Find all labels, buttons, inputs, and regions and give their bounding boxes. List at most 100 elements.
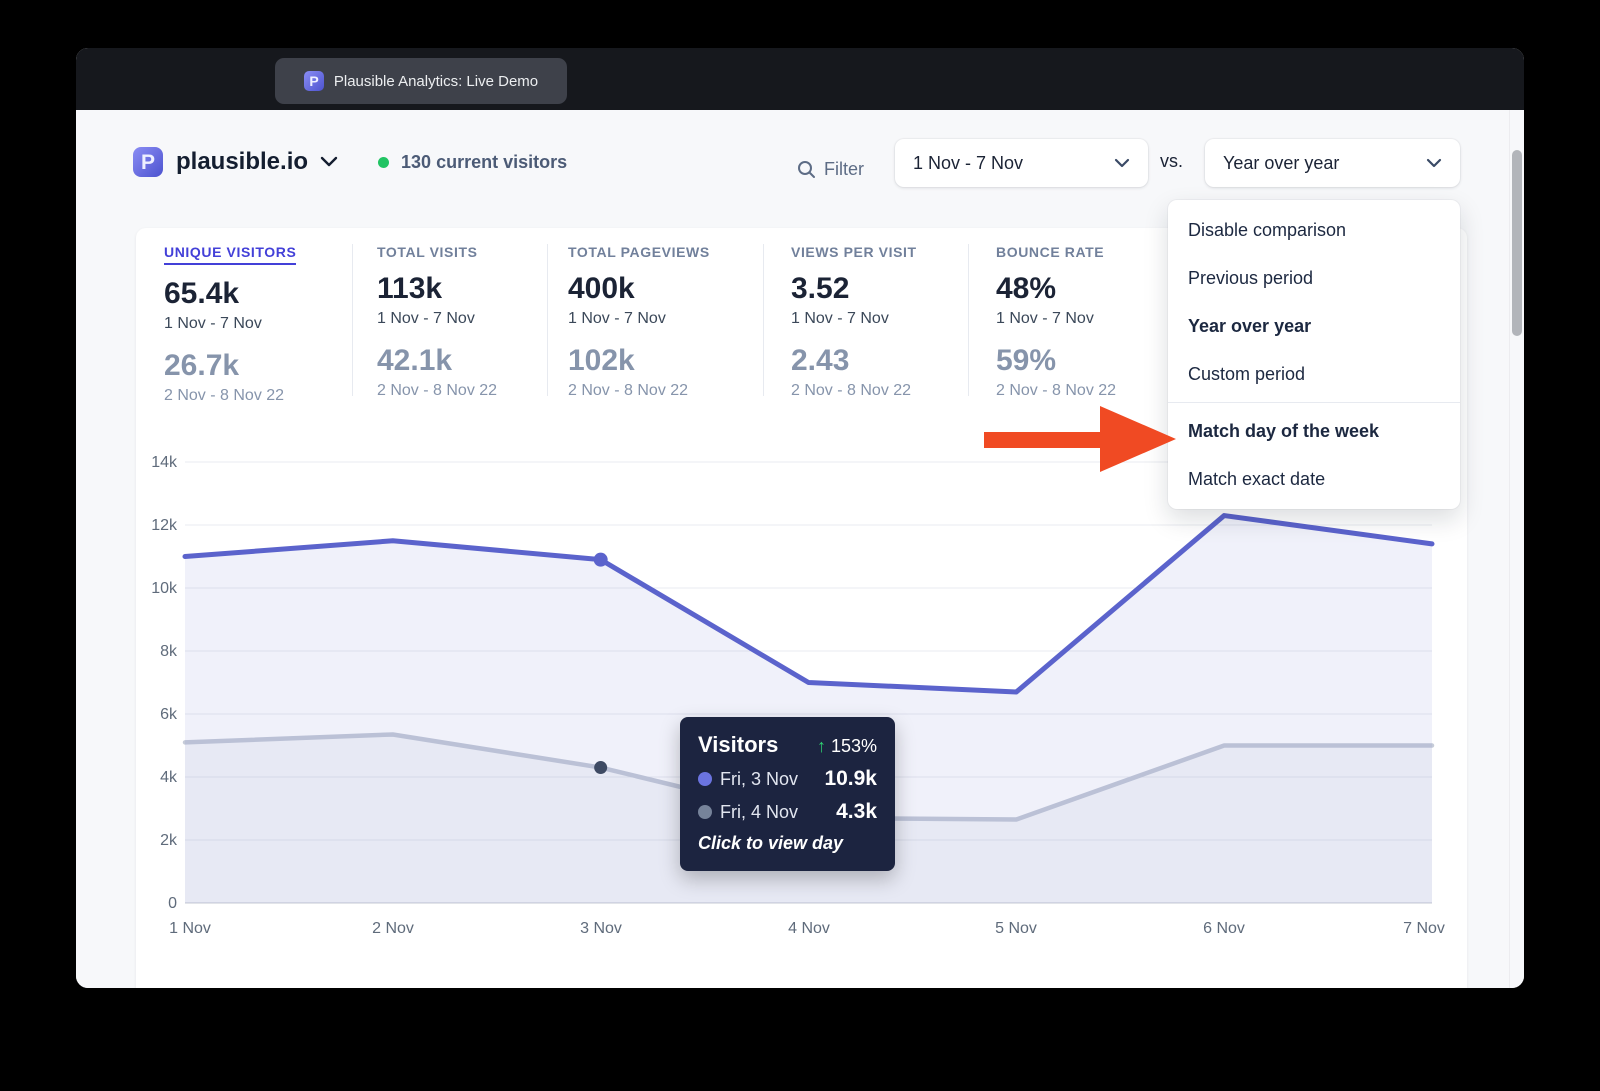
svg-text:P: P	[141, 151, 155, 174]
svg-text:2 Nov: 2 Nov	[372, 920, 414, 937]
stat-value: 65.4k	[164, 277, 240, 310]
svg-text:4 Nov: 4 Nov	[788, 920, 830, 937]
comparison-value: Year over year	[1223, 152, 1340, 173]
titlebar: P Plausible Analytics: Live Demo	[76, 48, 1524, 135]
stat-comparison-period: 2 Nov - 8 Nov 22	[164, 387, 285, 404]
online-status-dot	[378, 156, 390, 168]
stat-period: 1 Nov - 7 Nov	[996, 310, 1094, 327]
tooltip-footer: Click to view day	[698, 833, 844, 853]
svg-text:6 Nov: 6 Nov	[1203, 920, 1245, 937]
plausible-logo-icon: P	[133, 147, 163, 177]
stat-label[interactable]: TOTAL VISITS	[377, 244, 478, 260]
filter-button[interactable]: Filter	[797, 151, 864, 187]
stat-comparison-value: 2.43	[791, 344, 850, 377]
stat-comparison-period: 2 Nov - 8 Nov 22	[996, 382, 1117, 399]
stat-total-pageviews[interactable]: TOTAL PAGEVIEWS 400k 1 Nov - 7 Nov 102k …	[568, 244, 710, 400]
date-range-value: 1 Nov - 7 Nov	[913, 152, 1024, 173]
stat-unique-visitors[interactable]: UNIQUE VISITORS 65.4k 1 Nov - 7 Nov 26.7…	[164, 244, 297, 405]
stat-divider	[352, 244, 353, 396]
stat-comparison-period: 2 Nov - 8 Nov 22	[791, 382, 912, 399]
stat-label[interactable]: VIEWS PER VISIT	[791, 244, 917, 260]
stat-period: 1 Nov - 7 Nov	[791, 310, 889, 327]
tab-title: Plausible Analytics: Live Demo	[333, 72, 539, 90]
browser-window: P Plausible Analytics: Live Demo P plaus…	[76, 48, 1524, 988]
tooltip-row: Fri, 4 Nov 4.3k	[698, 800, 877, 824]
menu-item-match-exact-date[interactable]: Match exact date	[1188, 469, 1326, 489]
date-range-picker[interactable]: 1 Nov - 7 Nov	[895, 139, 1148, 187]
menu-item-year-over-year[interactable]: Year over year	[1188, 316, 1312, 336]
search-icon	[798, 160, 815, 178]
primary-series-point[interactable]	[593, 552, 608, 567]
stat-comparison-period: 2 Nov - 8 Nov 22	[568, 382, 689, 399]
plausible-logo-icon: P	[303, 71, 324, 91]
tooltip-change: 153%	[830, 736, 877, 756]
stat-total-visits[interactable]: TOTAL VISITS 113k 1 Nov - 7 Nov 42.1k 2 …	[377, 244, 497, 400]
chevron-down-icon	[1114, 158, 1130, 168]
comparison-series-dot-icon	[698, 805, 712, 819]
stat-bounce-rate[interactable]: BOUNCE RATE 48% 1 Nov - 7 Nov 59% 2 Nov …	[996, 244, 1116, 400]
stat-value: 400k	[568, 272, 635, 305]
stat-divider	[968, 244, 969, 396]
svg-text:1 Nov: 1 Nov	[169, 920, 211, 937]
menu-item-disable-comparison[interactable]: Disable comparison	[1188, 220, 1347, 240]
comparison-picker[interactable]: Year over year	[1205, 139, 1460, 187]
chart-tooltip: Visitors ↑ 153% Fri, 3 Nov 10.9k Fri, 4 …	[680, 717, 895, 871]
stat-divider	[547, 244, 548, 396]
svg-text:14k: 14k	[151, 454, 178, 471]
primary-series-dot-icon	[698, 772, 712, 786]
primary-series-line[interactable]	[182, 513, 1435, 695]
tooltip-row: Fri, 3 Nov 10.9k	[698, 767, 877, 791]
comparison-series-point[interactable]	[594, 761, 608, 775]
red-annotation-arrow-icon	[984, 406, 1176, 472]
svg-text:6k: 6k	[160, 706, 178, 723]
svg-text:2k: 2k	[160, 832, 178, 849]
up-arrow-icon: ↑	[816, 736, 826, 756]
scrollbar-thumb[interactable]	[1512, 150, 1522, 336]
svg-text:3 Nov: 3 Nov	[580, 920, 622, 937]
stat-label[interactable]: BOUNCE RATE	[996, 244, 1105, 260]
current-visitors[interactable]: 130 current visitors	[401, 151, 568, 172]
svg-text:12k: 12k	[151, 517, 178, 534]
y-axis-labels: 0 2k 4k 6k 8k 10k 12k 14k	[151, 454, 178, 912]
tooltip-row-label: Fri, 3 Nov	[720, 768, 799, 789]
filter-label: Filter	[824, 158, 864, 179]
chevron-down-icon[interactable]	[320, 156, 338, 168]
stat-period: 1 Nov - 7 Nov	[164, 315, 262, 332]
svg-text:4k: 4k	[160, 769, 178, 786]
stat-value: 48%	[996, 272, 1057, 305]
stat-label[interactable]: TOTAL PAGEVIEWS	[568, 244, 710, 260]
x-axis-labels: 1 Nov 2 Nov 3 Nov 4 Nov 5 Nov 6 Nov 7 No…	[169, 920, 1445, 937]
stat-divider	[763, 244, 764, 396]
stat-comparison-value: 59%	[996, 344, 1057, 377]
stat-value: 3.52	[791, 272, 850, 305]
stat-value: 113k	[377, 272, 443, 305]
menu-item-previous-period[interactable]: Previous period	[1188, 268, 1314, 288]
primary-series-area	[185, 515, 1432, 903]
vs-label: vs.	[1160, 151, 1184, 171]
stat-comparison-period: 2 Nov - 8 Nov 22	[377, 382, 498, 399]
svg-text:5 Nov: 5 Nov	[995, 920, 1037, 937]
svg-text:0: 0	[168, 895, 177, 912]
comparison-dropdown-menu: Disable comparison Previous period Year …	[1168, 200, 1460, 509]
svg-text:10k: 10k	[151, 580, 178, 597]
tooltip-row-label: Fri, 4 Nov	[720, 801, 799, 822]
menu-item-custom-period[interactable]: Custom period	[1188, 364, 1306, 384]
scrollbar-track[interactable]	[1509, 110, 1510, 988]
site-name[interactable]: plausible.io	[176, 148, 309, 175]
tooltip-row-value: 4.3k	[836, 800, 877, 823]
chevron-down-icon	[1426, 158, 1442, 168]
stat-period: 1 Nov - 7 Nov	[568, 310, 666, 327]
stat-period: 1 Nov - 7 Nov	[377, 310, 475, 327]
svg-text:8k: 8k	[160, 643, 178, 660]
stat-comparison-value: 42.1k	[377, 344, 453, 377]
stat-comparison-value: 102k	[568, 344, 635, 377]
chart-gridlines	[185, 461, 1432, 904]
browser-tab[interactable]: P Plausible Analytics: Live Demo	[275, 58, 567, 104]
dashboard-content: P plausible.io 130 current visitors Filt…	[76, 110, 1524, 988]
menu-divider	[1168, 402, 1460, 403]
stat-views-per-visit[interactable]: VIEWS PER VISIT 3.52 1 Nov - 7 Nov 2.43 …	[791, 244, 917, 400]
tooltip-title: Visitors	[698, 732, 779, 757]
stat-label[interactable]: UNIQUE VISITORS	[164, 244, 297, 265]
menu-item-match-day-of-week[interactable]: Match day of the week	[1188, 421, 1380, 441]
site-header: P plausible.io 130 current visitors	[132, 146, 567, 178]
